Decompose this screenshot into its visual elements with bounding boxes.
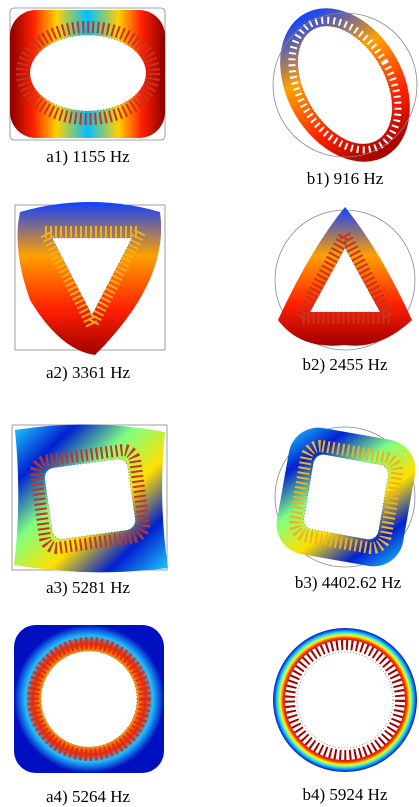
caption: a1) 1155 Hz (46, 147, 130, 166)
mode-b1 (254, 0, 419, 185)
caption: a4) 5264 Hz (46, 787, 130, 806)
caption: b2) 2455 Hz (303, 355, 388, 374)
mode-a3 (12, 424, 168, 572)
mode-b4 (273, 628, 417, 772)
figure: a1) 1155 Hz b1) 916 Hz a2) 3361 Hz b2) 2… (0, 0, 419, 807)
caption: a2) 3361 Hz (46, 363, 130, 382)
mode-a2 (15, 202, 165, 355)
mode-b2 (275, 207, 415, 350)
caption: a3) 5281 Hz (46, 578, 130, 597)
mode-a4 (14, 625, 164, 773)
caption: b4) 5924 Hz (303, 785, 388, 804)
mode-a1 (10, 8, 165, 140)
caption: b1) 916 Hz (307, 169, 384, 188)
mode-b3 (272, 423, 419, 571)
caption: b3) 4402.62 Hz (295, 573, 402, 592)
